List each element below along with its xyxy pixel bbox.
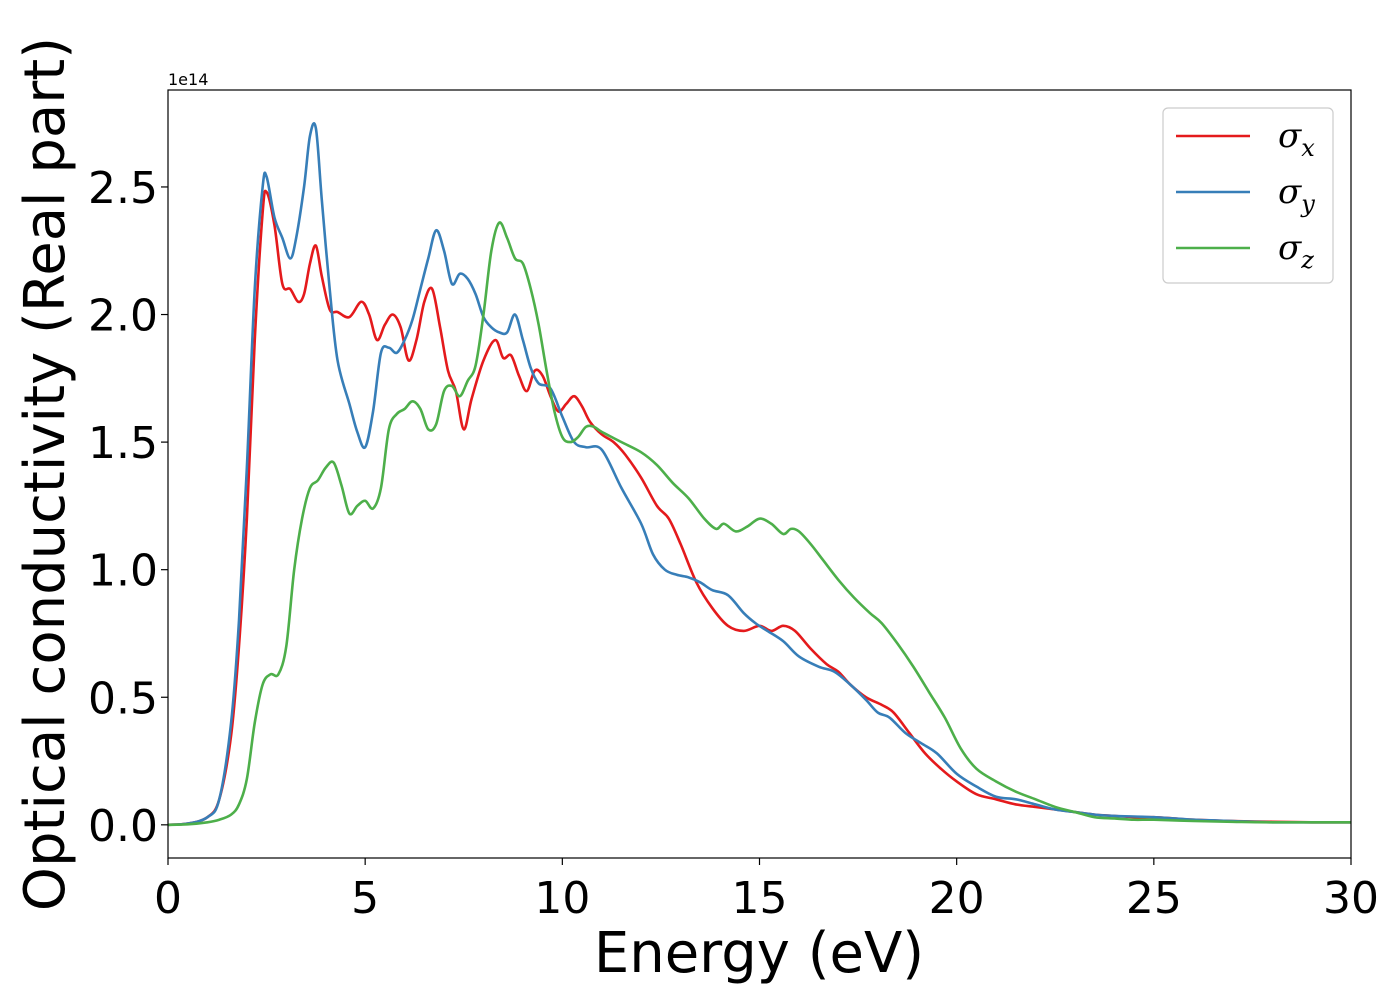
y-axis-ticks: 0.0 0.5 1.0 1.5 2.0 2.5 <box>88 163 168 852</box>
y-offset-label: 1e14 <box>168 70 208 89</box>
y-axis-label: Optical conductivity (Real part) <box>13 37 78 911</box>
x-tick-label: 25 <box>1126 873 1182 924</box>
y-tick-label: 2.0 <box>88 291 158 342</box>
legend: σx σy σz <box>1162 107 1334 284</box>
legend-frame <box>1162 107 1334 284</box>
x-tick-label: 10 <box>534 873 590 924</box>
series-line-x <box>168 189 1351 827</box>
legend-entry-x: σx <box>1176 116 1315 162</box>
y-tick-label: 0.0 <box>88 801 158 852</box>
y-tick-label: 0.5 <box>88 673 158 724</box>
x-tick-label: 30 <box>1323 873 1379 924</box>
x-tick-label: 15 <box>732 873 788 924</box>
series-line-y <box>168 122 1351 827</box>
series-layer <box>168 122 1351 827</box>
legend-entry-z: σz <box>1176 228 1314 274</box>
x-tick-label: 20 <box>929 873 985 924</box>
x-axis-ticks: 0 5 10 15 20 25 30 <box>154 858 1379 924</box>
legend-label: σx <box>1278 116 1315 162</box>
series-line-z <box>168 221 1351 827</box>
legend-entry-y: σy <box>1176 172 1315 218</box>
legend-label: σy <box>1278 172 1315 218</box>
y-tick-label: 1.0 <box>88 546 158 597</box>
x-axis-label: Energy (eV) <box>594 921 924 986</box>
legend-label: σz <box>1278 228 1314 274</box>
y-tick-label: 2.5 <box>88 163 158 214</box>
x-tick-label: 0 <box>154 873 182 924</box>
y-tick-label: 1.5 <box>88 418 158 469</box>
x-tick-label: 5 <box>351 873 379 924</box>
